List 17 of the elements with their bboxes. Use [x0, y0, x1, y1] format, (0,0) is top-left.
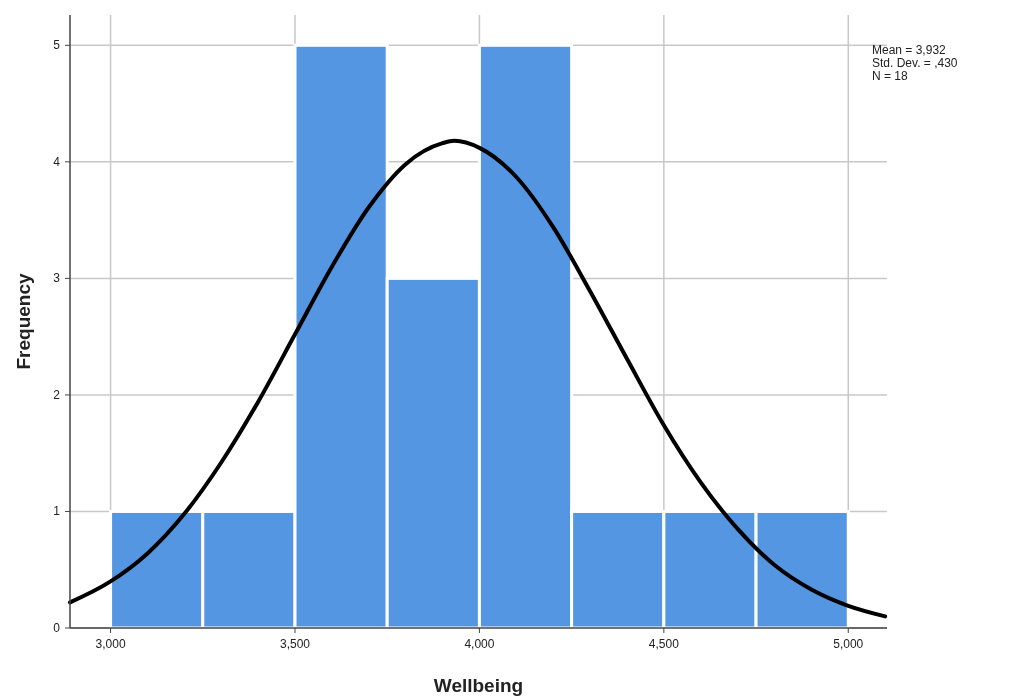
x-tick-label: 3,500 [279, 637, 311, 651]
annotation: Std. Dev. = ,430 [872, 56, 958, 70]
x-tick-label: 3,000 [95, 637, 126, 651]
annotation: Mean = 3,932 [872, 43, 947, 57]
y-axis-title: Frequency [13, 273, 34, 370]
y-tick-label: 3 [53, 271, 61, 286]
x-tick-label: 4,000 [464, 637, 495, 651]
y-tick-label: 1 [53, 504, 61, 519]
x-axis-title: Wellbeing [433, 675, 524, 696]
y-tick-label: 5 [53, 38, 61, 53]
y-tick-label: 4 [53, 154, 61, 169]
y-tick-label: 2 [53, 387, 61, 402]
x-tick-label: 5,000 [833, 637, 864, 651]
y-tick-label: 0 [53, 621, 61, 635]
line-series [68, 138, 888, 619]
x-tick-label: 4,500 [648, 637, 680, 651]
annotation: N = 18 [872, 69, 909, 83]
